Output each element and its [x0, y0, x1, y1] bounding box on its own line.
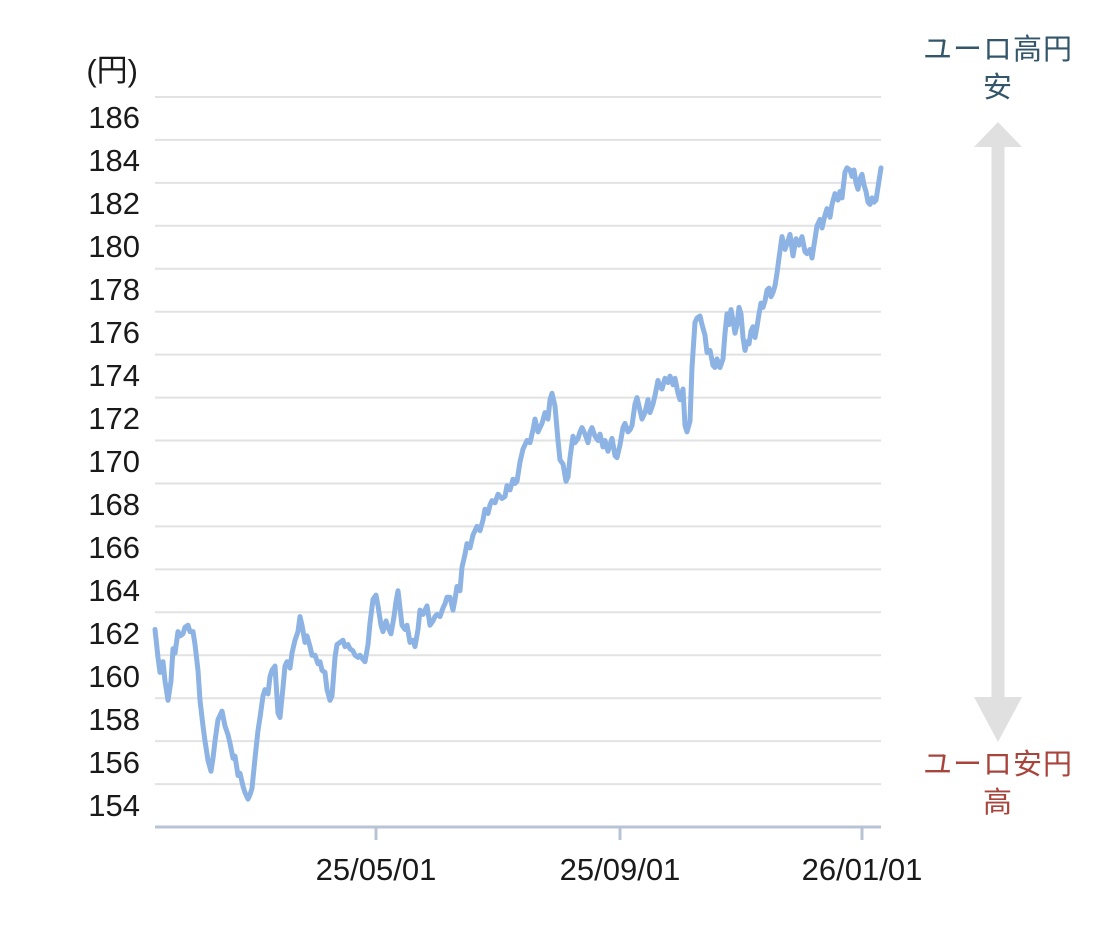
y-tick-label: 172	[88, 401, 140, 436]
y-tick-label: 156	[88, 745, 140, 780]
y-tick-label: 174	[88, 358, 140, 393]
y-tick-label: 170	[88, 444, 140, 479]
y-tick-label: 154	[88, 788, 140, 823]
y-tick-label: 160	[88, 659, 140, 694]
y-axis-unit-label: (円)	[86, 53, 138, 88]
y-tick-label: 184	[88, 143, 140, 178]
y-tick-label: 182	[88, 186, 140, 221]
x-tick-label: 26/01/01	[801, 852, 923, 887]
y-tick-label: 180	[88, 229, 140, 264]
y-tick-label: 166	[88, 530, 140, 565]
up-down-arrow-icon	[974, 122, 1022, 742]
y-tick-label: 186	[88, 100, 140, 135]
euro-strong-yen-weak-label: ユーロ高円安	[923, 34, 1074, 104]
y-tick-label: 162	[88, 616, 140, 651]
euro-weak-yen-strong-label: ユーロ安円高	[923, 749, 1074, 819]
x-tick-label: 25/05/01	[315, 852, 437, 887]
y-tick-label: 164	[88, 573, 140, 608]
price-line-series	[152, 165, 884, 802]
x-tick-label: 25/09/01	[559, 852, 681, 887]
y-tick-label: 158	[88, 702, 140, 737]
y-tick-label: 176	[88, 315, 140, 350]
y-tick-label: 168	[88, 487, 140, 522]
y-tick-label: 178	[88, 272, 140, 307]
